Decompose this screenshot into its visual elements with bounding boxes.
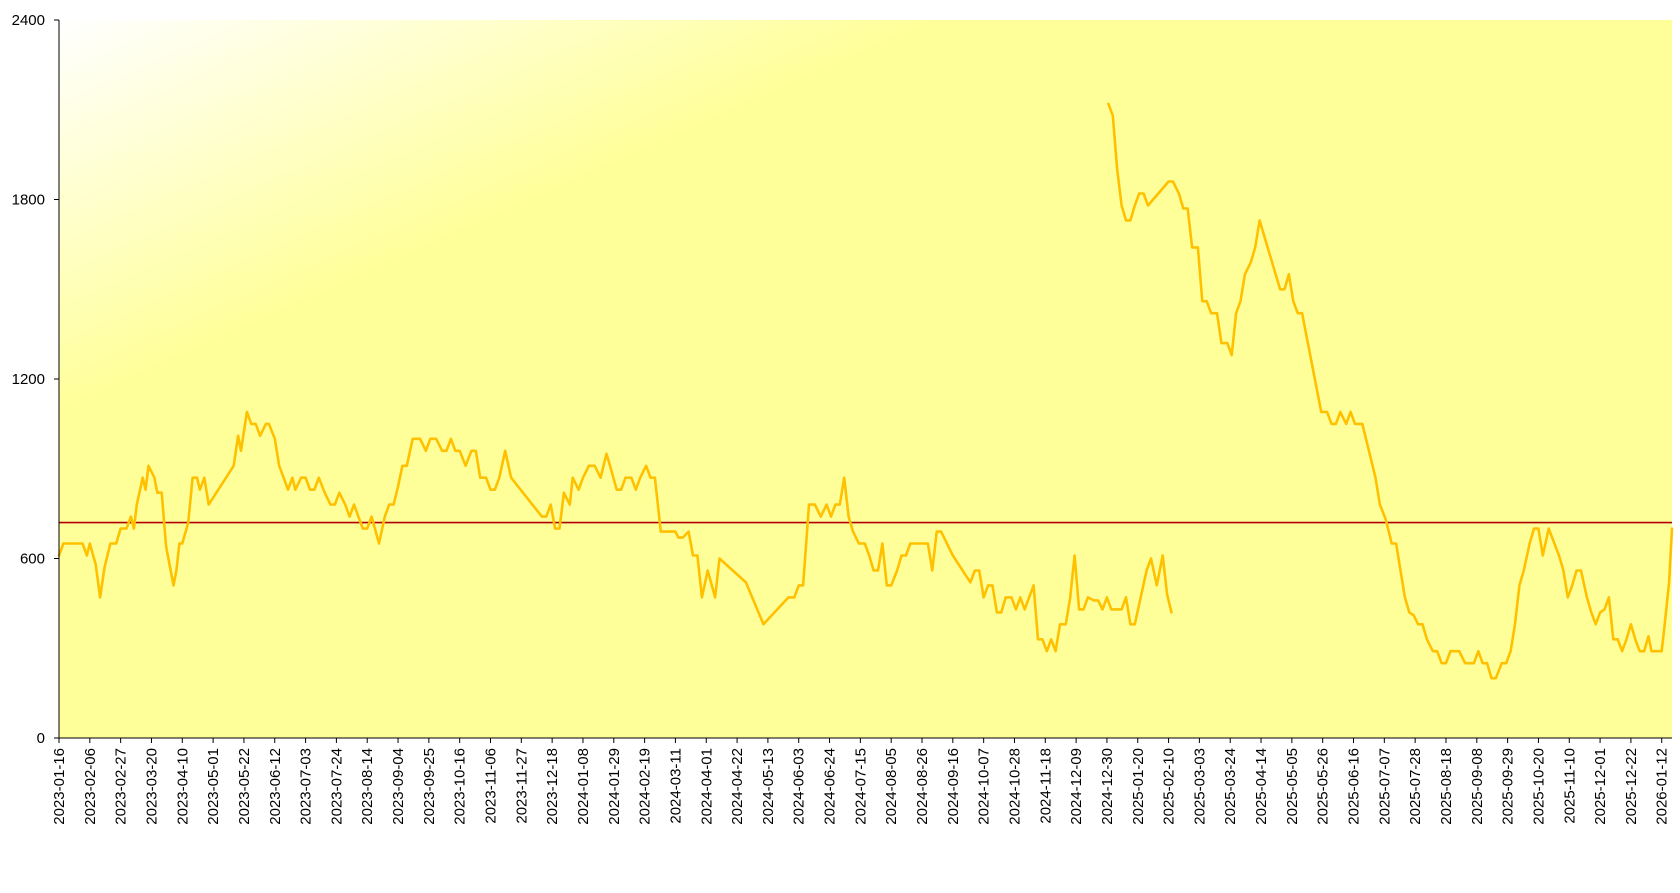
x-tick-label: 2024-10-28 <box>1007 748 1024 825</box>
y-tick-label: 600 <box>20 551 45 568</box>
x-tick-label: 2023-10-16 <box>452 748 469 825</box>
x-tick-label: 2025-07-28 <box>1407 748 1424 825</box>
plot-background <box>59 20 1672 738</box>
x-tick-label: 2023-12-18 <box>544 748 561 825</box>
x-tick-label: 2023-05-22 <box>236 748 253 825</box>
x-tick-label: 2025-06-16 <box>1346 748 1363 825</box>
y-tick-label: 2400 <box>12 12 45 29</box>
x-tick-label: 2025-03-24 <box>1222 748 1239 825</box>
series-layer <box>57 102 1674 680</box>
x-tick-label: 2025-09-08 <box>1469 748 1486 825</box>
x-tick-label: 2024-01-29 <box>606 748 623 825</box>
x-tick-label: 2025-12-22 <box>1623 748 1640 825</box>
x-tick-label: 2025-05-05 <box>1284 748 1301 825</box>
x-tick-label: 2023-09-25 <box>421 748 438 825</box>
x-tick-label: 2024-02-19 <box>637 748 654 825</box>
x-tick-label: 2026-01-12 <box>1654 748 1671 825</box>
x-tick-label: 2025-10-20 <box>1530 748 1547 825</box>
x-tick-label: 2024-05-13 <box>760 748 777 825</box>
series-line-segment <box>1107 102 1674 680</box>
series-line-segment <box>57 410 1173 653</box>
x-tick-label: 2024-07-15 <box>852 748 869 825</box>
x-tick-label: 2024-04-01 <box>698 748 715 825</box>
x-tick-label: 2024-08-26 <box>914 748 931 825</box>
x-tick-label: 2023-02-27 <box>113 748 130 825</box>
x-tick-label: 2024-12-09 <box>1068 748 1085 825</box>
x-tick-label: 2025-12-01 <box>1592 748 1609 825</box>
x-tick-label: 2025-05-26 <box>1315 748 1332 825</box>
y-tick-label: 1200 <box>12 371 45 388</box>
x-tick-label: 2024-03-11 <box>667 748 684 824</box>
x-tick-label: 2025-07-07 <box>1376 748 1393 825</box>
x-tick-label: 2025-11-10 <box>1561 748 1578 824</box>
x-tick-label: 2024-06-24 <box>822 748 839 825</box>
x-tick-label: 2023-09-04 <box>390 748 407 825</box>
x-tick-label: 2025-08-18 <box>1438 748 1455 825</box>
x-tick-label: 2024-01-08 <box>575 748 592 825</box>
x-tick-label: 2023-07-03 <box>298 748 315 825</box>
x-tick-label: 2024-09-16 <box>945 748 962 825</box>
x-tick-label: 2025-01-20 <box>1130 748 1147 825</box>
x-tick-label: 2023-06-12 <box>267 748 284 825</box>
x-tick-label: 2025-09-29 <box>1500 748 1517 825</box>
x-tick-label: 2024-10-07 <box>976 748 993 825</box>
y-tick-label: 1800 <box>12 192 45 209</box>
x-tick-label: 2025-02-10 <box>1161 748 1178 825</box>
x-tick-label: 2023-07-24 <box>328 748 345 825</box>
x-tick-label: 2024-08-05 <box>883 748 900 825</box>
x-tick-label: 2024-12-30 <box>1099 748 1116 825</box>
x-tick-label: 2023-01-16 <box>51 748 68 825</box>
x-tick-label: 2023-03-20 <box>144 748 161 825</box>
y-tick-label: 0 <box>37 730 45 747</box>
x-tick-label: 2023-02-06 <box>82 748 99 825</box>
x-tick-label: 2025-04-14 <box>1253 748 1270 825</box>
axes-layer: 0 600 1200 1800 2400 2023-01-16 2023-02-06 2023… <box>12 12 1672 825</box>
x-tick-label: 2023-11-27 <box>513 748 530 824</box>
x-tick-label: 2023-05-01 <box>205 748 222 825</box>
x-tick-label: 2023-08-14 <box>359 748 376 825</box>
x-tick-label: 2023-11-06 <box>483 748 500 824</box>
x-tick-label: 2025-03-03 <box>1191 748 1208 825</box>
x-tick-label: 2024-04-22 <box>729 748 746 825</box>
x-tick-label: 2024-06-03 <box>791 748 808 825</box>
x-tick-label: 2024-11-18 <box>1037 748 1054 824</box>
x-tick-label: 2023-04-10 <box>174 748 191 825</box>
